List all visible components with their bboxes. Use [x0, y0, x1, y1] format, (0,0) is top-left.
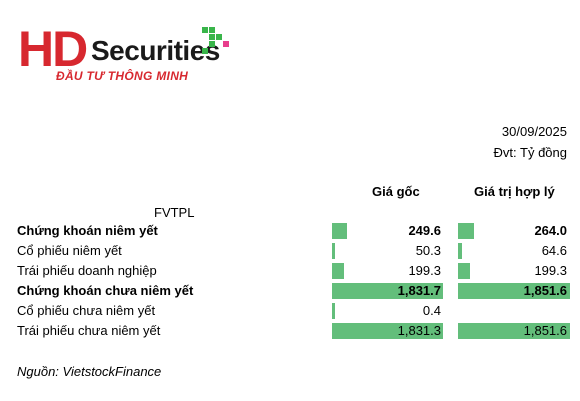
cost-cell: 1,831.3 [332, 323, 444, 339]
cost-cell: 1,831.7 [332, 283, 444, 299]
cost-cell: 50.3 [332, 243, 444, 259]
fair-cell: 264.0 [458, 223, 570, 239]
fair-value: 199.3 [534, 263, 567, 278]
fair-cell: 1,851.6 [458, 323, 570, 339]
fair-data-bar [458, 323, 570, 339]
row-label: Cổ phiếu chưa niêm yết [17, 303, 156, 318]
row-label: Chứng khoán chưa niêm yết [17, 283, 194, 298]
fair-value: 1,851.6 [523, 283, 567, 298]
logo-hd-text: HD [18, 21, 88, 77]
cost-data-bar [332, 263, 344, 279]
cost-value: 0.4 [422, 303, 441, 318]
column-header-fair-value: Giá trị hợp lý [474, 184, 555, 199]
fair-cell [458, 303, 570, 319]
report-date: 30/09/2025 [501, 124, 567, 139]
cost-cell: 0.4 [332, 303, 444, 319]
fair-value: 64.6 [541, 243, 567, 258]
cost-data-bar [332, 243, 335, 259]
unit-label: Đvt: Tỷ đồng [493, 145, 567, 160]
fair-value: 264.0 [534, 223, 567, 238]
fair-data-bar [458, 263, 470, 279]
logo-securities-text: Securities [91, 35, 220, 66]
cost-value: 1,831.7 [397, 283, 441, 298]
row-label: Cổ phiếu niêm yết [17, 243, 122, 258]
row-label: Trái phiếu chưa niêm yết [17, 323, 161, 338]
fair-cell: 199.3 [458, 263, 570, 279]
cost-cell: 199.3 [332, 263, 444, 279]
fair-value: 1,851.6 [523, 323, 567, 338]
logo-tagline: ĐẦU TƯ THÔNG MINH [56, 69, 189, 83]
cost-cell: 249.6 [332, 223, 444, 239]
fair-data-bar [458, 223, 474, 239]
fair-data-bar [458, 283, 570, 299]
row-label: Trái phiếu doanh nghiệp [17, 263, 157, 278]
company-logo: HD Securities ĐẦU TƯ THÔNG MINH [18, 21, 233, 85]
row-label: Chứng khoán niêm yết [17, 223, 158, 238]
cost-data-bar [332, 323, 443, 339]
cost-data-bar [332, 223, 347, 239]
fair-data-bar [458, 243, 462, 259]
cost-data-bar [332, 303, 335, 319]
company-label: FVTPL [154, 205, 195, 220]
cost-data-bar [332, 283, 443, 299]
cost-value: 199.3 [408, 263, 441, 278]
fair-cell: 64.6 [458, 243, 570, 259]
cost-value: 50.3 [415, 243, 441, 258]
column-header-cost: Giá gốc [372, 184, 420, 199]
cost-value: 249.6 [408, 223, 441, 238]
cost-value: 1,831.3 [397, 323, 441, 338]
fair-cell: 1,851.6 [458, 283, 570, 299]
source-note: Nguồn: VietstockFinance [17, 364, 162, 379]
